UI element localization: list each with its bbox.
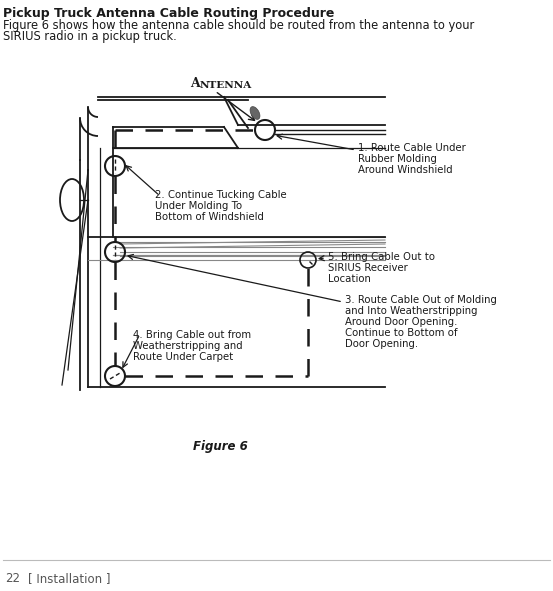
Text: Around Windshield: Around Windshield bbox=[358, 165, 452, 175]
Text: Figure 6 shows how the antenna cable should be routed from the antenna to your: Figure 6 shows how the antenna cable sho… bbox=[3, 19, 474, 32]
Text: and Into Weatherstripping: and Into Weatherstripping bbox=[345, 306, 477, 316]
Text: Weatherstripping and: Weatherstripping and bbox=[133, 341, 243, 351]
Text: Rubber Molding: Rubber Molding bbox=[358, 154, 437, 164]
Text: 3. Route Cable Out of Molding: 3. Route Cable Out of Molding bbox=[345, 295, 497, 305]
Text: 4. Bring Cable out from: 4. Bring Cable out from bbox=[133, 330, 251, 340]
Text: Continue to Bottom of: Continue to Bottom of bbox=[345, 328, 457, 338]
Text: Door Opening.: Door Opening. bbox=[345, 339, 418, 349]
Text: Bottom of Windshield: Bottom of Windshield bbox=[155, 212, 264, 222]
Text: 5. Bring Cable Out to: 5. Bring Cable Out to bbox=[328, 252, 435, 262]
Text: 1. Route Cable Under: 1. Route Cable Under bbox=[358, 143, 466, 153]
Text: 2. Continue Tucking Cable: 2. Continue Tucking Cable bbox=[155, 190, 286, 200]
Text: [ Installation ]: [ Installation ] bbox=[28, 572, 111, 585]
Text: Around Door Opening.: Around Door Opening. bbox=[345, 317, 457, 327]
Text: Figure 6: Figure 6 bbox=[192, 440, 247, 453]
Text: A: A bbox=[190, 77, 200, 90]
Text: SIRIUS radio in a pickup truck.: SIRIUS radio in a pickup truck. bbox=[3, 30, 177, 43]
Ellipse shape bbox=[250, 106, 260, 119]
Text: Pickup Truck Antenna Cable Routing Procedure: Pickup Truck Antenna Cable Routing Proce… bbox=[3, 7, 335, 20]
Text: SIRIUS Receiver: SIRIUS Receiver bbox=[328, 263, 408, 273]
Text: Under Molding To: Under Molding To bbox=[155, 201, 242, 211]
Text: 22: 22 bbox=[5, 572, 20, 585]
Text: Route Under Carpet: Route Under Carpet bbox=[133, 352, 233, 362]
Text: Location: Location bbox=[328, 274, 371, 284]
Text: NTENNA: NTENNA bbox=[200, 81, 252, 90]
